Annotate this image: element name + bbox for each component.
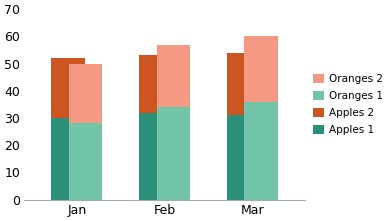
- Bar: [139, 55, 172, 112]
- Bar: [69, 124, 102, 200]
- Bar: [139, 112, 172, 200]
- Bar: [157, 45, 190, 107]
- Bar: [51, 118, 85, 200]
- Bar: [51, 58, 85, 118]
- Bar: [244, 102, 278, 200]
- Legend: Oranges 2, Oranges 1, Apples 2, Apples 1: Oranges 2, Oranges 1, Apples 2, Apples 1: [310, 71, 386, 138]
- Bar: [227, 115, 260, 200]
- Bar: [227, 53, 260, 115]
- Bar: [157, 107, 190, 200]
- Bar: [244, 36, 278, 102]
- Bar: [69, 64, 102, 124]
